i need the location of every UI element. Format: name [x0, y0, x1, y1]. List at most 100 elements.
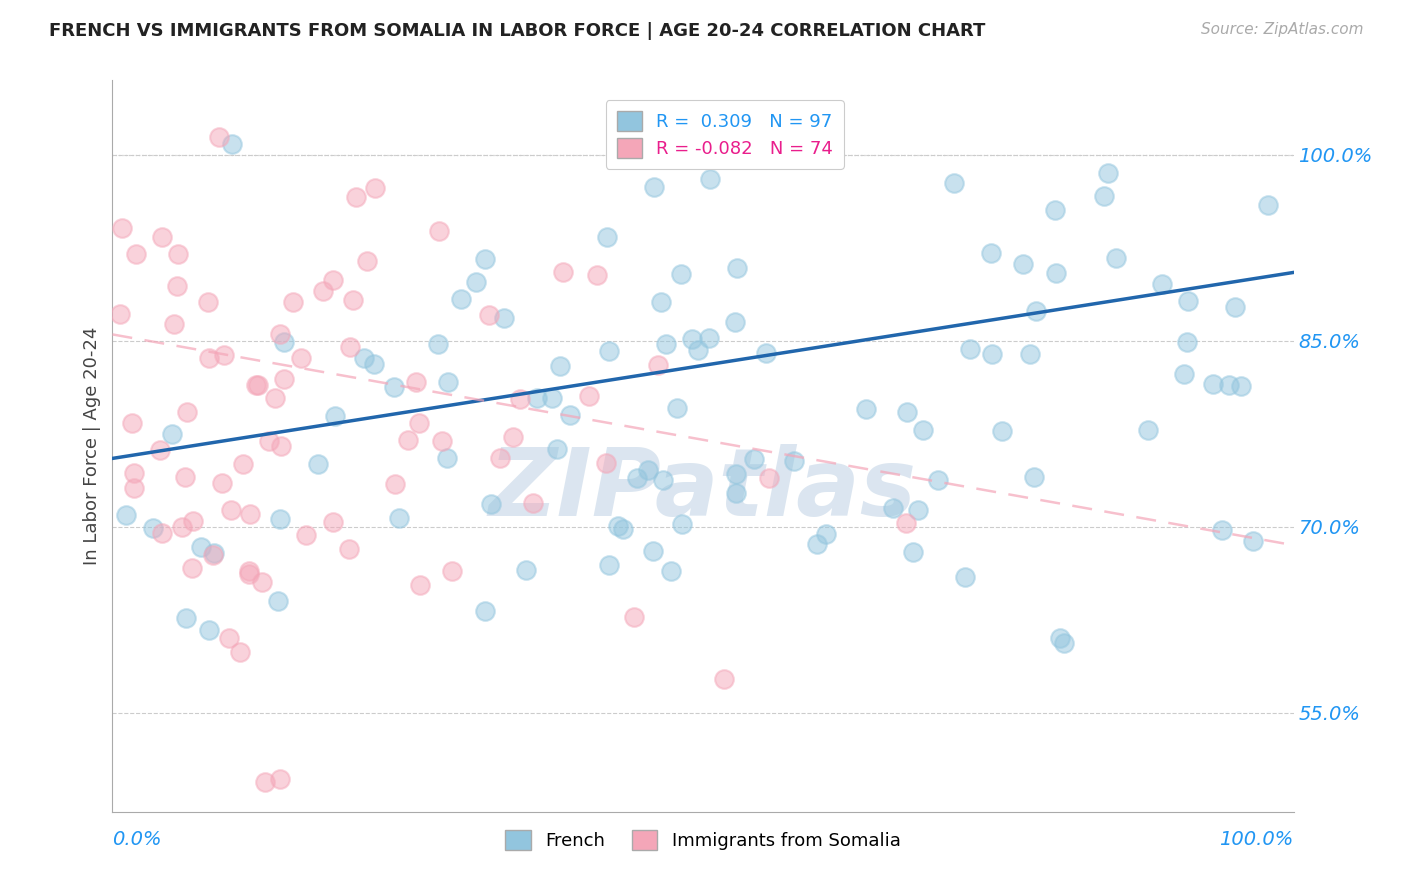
Point: [211, 475, 233, 490]
Point: [208, 129, 231, 144]
Point: [142, 521, 165, 535]
Point: [1053, 636, 1076, 650]
Point: [598, 558, 620, 572]
Point: [481, 497, 503, 511]
Point: [201, 548, 224, 562]
Point: [166, 246, 188, 260]
Point: [641, 543, 664, 558]
Point: [1175, 334, 1198, 349]
Point: [489, 450, 512, 465]
Point: [1092, 189, 1115, 203]
Point: [1211, 524, 1233, 538]
Point: [626, 471, 648, 485]
Point: [654, 337, 676, 351]
Text: FRENCH VS IMMIGRANTS FROM SOMALIA IN LABOR FORCE | AGE 20-24 CORRELATION CHART: FRENCH VS IMMIGRANTS FROM SOMALIA IN LAB…: [49, 22, 986, 40]
Legend: French, Immigrants from Somalia: French, Immigrants from Somalia: [498, 823, 908, 857]
Point: [894, 516, 917, 530]
Point: [474, 604, 496, 618]
Point: [699, 171, 721, 186]
Point: [815, 526, 838, 541]
Point: [623, 610, 645, 624]
Point: [427, 337, 450, 351]
Point: [408, 416, 430, 430]
Point: [214, 348, 236, 362]
Point: [197, 294, 219, 309]
Point: [1241, 534, 1264, 549]
Text: Source: ZipAtlas.com: Source: ZipAtlas.com: [1201, 22, 1364, 37]
Point: [202, 546, 225, 560]
Point: [522, 496, 544, 510]
Point: [430, 434, 453, 449]
Point: [502, 430, 524, 444]
Point: [697, 331, 720, 345]
Point: [221, 136, 243, 151]
Point: [441, 564, 464, 578]
Text: 0.0%: 0.0%: [112, 830, 162, 849]
Point: [250, 574, 273, 589]
Point: [855, 402, 877, 417]
Point: [548, 359, 571, 373]
Point: [312, 284, 335, 298]
Point: [384, 477, 406, 491]
Point: [1024, 469, 1046, 483]
Point: [713, 672, 735, 686]
Point: [598, 344, 620, 359]
Point: [266, 594, 288, 608]
Point: [1177, 294, 1199, 309]
Point: [409, 578, 432, 592]
Point: [955, 570, 977, 584]
Point: [725, 486, 748, 500]
Point: [1257, 198, 1279, 212]
Point: [1097, 166, 1119, 180]
Point: [232, 457, 254, 471]
Point: [239, 507, 262, 521]
Point: [541, 392, 564, 406]
Y-axis label: In Labor Force | Age 20-24: In Labor Force | Age 20-24: [83, 326, 101, 566]
Point: [478, 308, 501, 322]
Point: [1150, 277, 1173, 291]
Point: [755, 346, 778, 360]
Point: [607, 519, 630, 533]
Point: [269, 327, 291, 342]
Point: [339, 340, 361, 354]
Point: [553, 265, 575, 279]
Point: [218, 631, 240, 645]
Text: ZIPatlas: ZIPatlas: [489, 444, 917, 536]
Point: [464, 275, 486, 289]
Point: [228, 644, 250, 658]
Point: [111, 221, 134, 235]
Point: [198, 351, 221, 366]
Point: [245, 377, 267, 392]
Point: [907, 502, 929, 516]
Point: [294, 528, 316, 542]
Point: [882, 500, 904, 515]
Point: [1105, 251, 1128, 265]
Point: [578, 389, 600, 403]
Point: [273, 334, 295, 349]
Point: [724, 315, 747, 329]
Point: [264, 391, 287, 405]
Point: [149, 442, 172, 457]
Point: [427, 224, 450, 238]
Point: [1218, 378, 1240, 392]
Point: [1019, 346, 1042, 360]
Point: [190, 540, 212, 554]
Point: [290, 351, 312, 366]
Point: [166, 278, 188, 293]
Point: [665, 401, 688, 416]
Point: [160, 427, 183, 442]
Point: [688, 343, 710, 357]
Point: [927, 473, 949, 487]
Point: [1173, 367, 1195, 381]
Point: [405, 376, 427, 390]
Point: [436, 376, 458, 390]
Point: [364, 181, 387, 195]
Point: [585, 268, 607, 282]
Point: [659, 564, 682, 578]
Point: [1012, 257, 1035, 271]
Point: [197, 624, 219, 638]
Point: [669, 267, 692, 281]
Point: [125, 247, 148, 261]
Point: [1049, 631, 1071, 645]
Point: [238, 565, 260, 579]
